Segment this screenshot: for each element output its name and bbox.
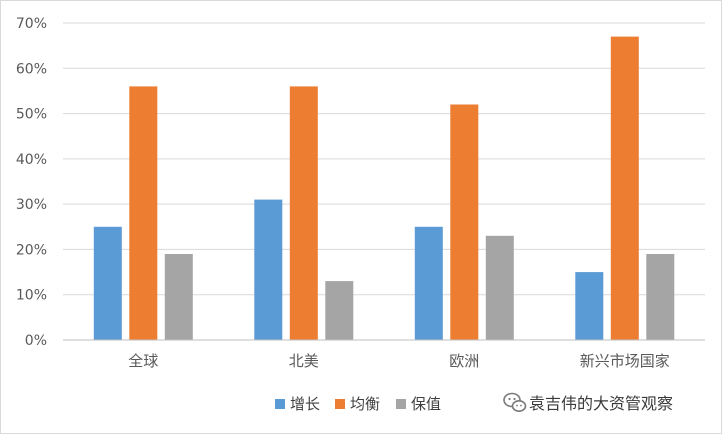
x-category-label: 全球 bbox=[128, 352, 158, 370]
watermark: 袁吉伟的大资管观察 bbox=[503, 392, 673, 413]
y-tick-label: 0% bbox=[25, 333, 47, 349]
y-tick-label: 40% bbox=[16, 152, 47, 168]
y-tick-label: 30% bbox=[16, 197, 47, 213]
y-tick-label: 10% bbox=[16, 288, 47, 304]
legend-swatch bbox=[335, 399, 345, 409]
bars bbox=[93, 36, 675, 341]
legend-label: 增长 bbox=[290, 395, 320, 413]
legend-item-增长: 增长 bbox=[275, 395, 320, 413]
bar-保值-欧洲 bbox=[485, 235, 514, 340]
bar-增长-新兴市场国家 bbox=[575, 272, 604, 340]
bar-保值-北美 bbox=[325, 281, 354, 340]
y-tick-label: 60% bbox=[16, 61, 47, 77]
bar-增长-欧洲 bbox=[414, 226, 443, 340]
watermark-text: 袁吉伟的大资管观察 bbox=[529, 394, 673, 413]
y-tick-label: 50% bbox=[16, 107, 47, 123]
bar-保值-新兴市场国家 bbox=[646, 254, 675, 340]
bar-增长-北美 bbox=[254, 199, 283, 340]
gridlines bbox=[63, 22, 705, 296]
wechat-icon bbox=[503, 392, 527, 412]
legend: 增长 均衡 保值 bbox=[275, 395, 441, 413]
bar-保值-全球 bbox=[164, 254, 193, 340]
bar-均衡-全球 bbox=[129, 86, 158, 341]
legend-swatch bbox=[275, 399, 285, 409]
legend-item-均衡: 均衡 bbox=[335, 395, 380, 413]
y-tick-label: 70% bbox=[16, 16, 47, 32]
x-category-label: 欧洲 bbox=[449, 352, 479, 370]
bar-均衡-欧洲 bbox=[450, 104, 479, 340]
bar-增长-全球 bbox=[93, 226, 122, 340]
legend-label: 均衡 bbox=[350, 395, 380, 413]
y-tick-label: 20% bbox=[16, 242, 47, 258]
legend-label: 保值 bbox=[411, 395, 441, 413]
legend-swatch bbox=[396, 399, 406, 409]
x-axis-category-labels: 全球 北美 欧洲 新兴市场国家 bbox=[128, 352, 670, 370]
legend-item-保值: 保值 bbox=[396, 395, 441, 413]
x-category-label: 新兴市场国家 bbox=[580, 352, 670, 370]
x-category-label: 北美 bbox=[289, 352, 319, 370]
bar-均衡-新兴市场国家 bbox=[610, 36, 639, 340]
bar-均衡-北美 bbox=[289, 86, 318, 341]
y-axis-tick-labels: 0% 10% 20% 30% 40% 50% 60% 70% bbox=[16, 16, 47, 349]
